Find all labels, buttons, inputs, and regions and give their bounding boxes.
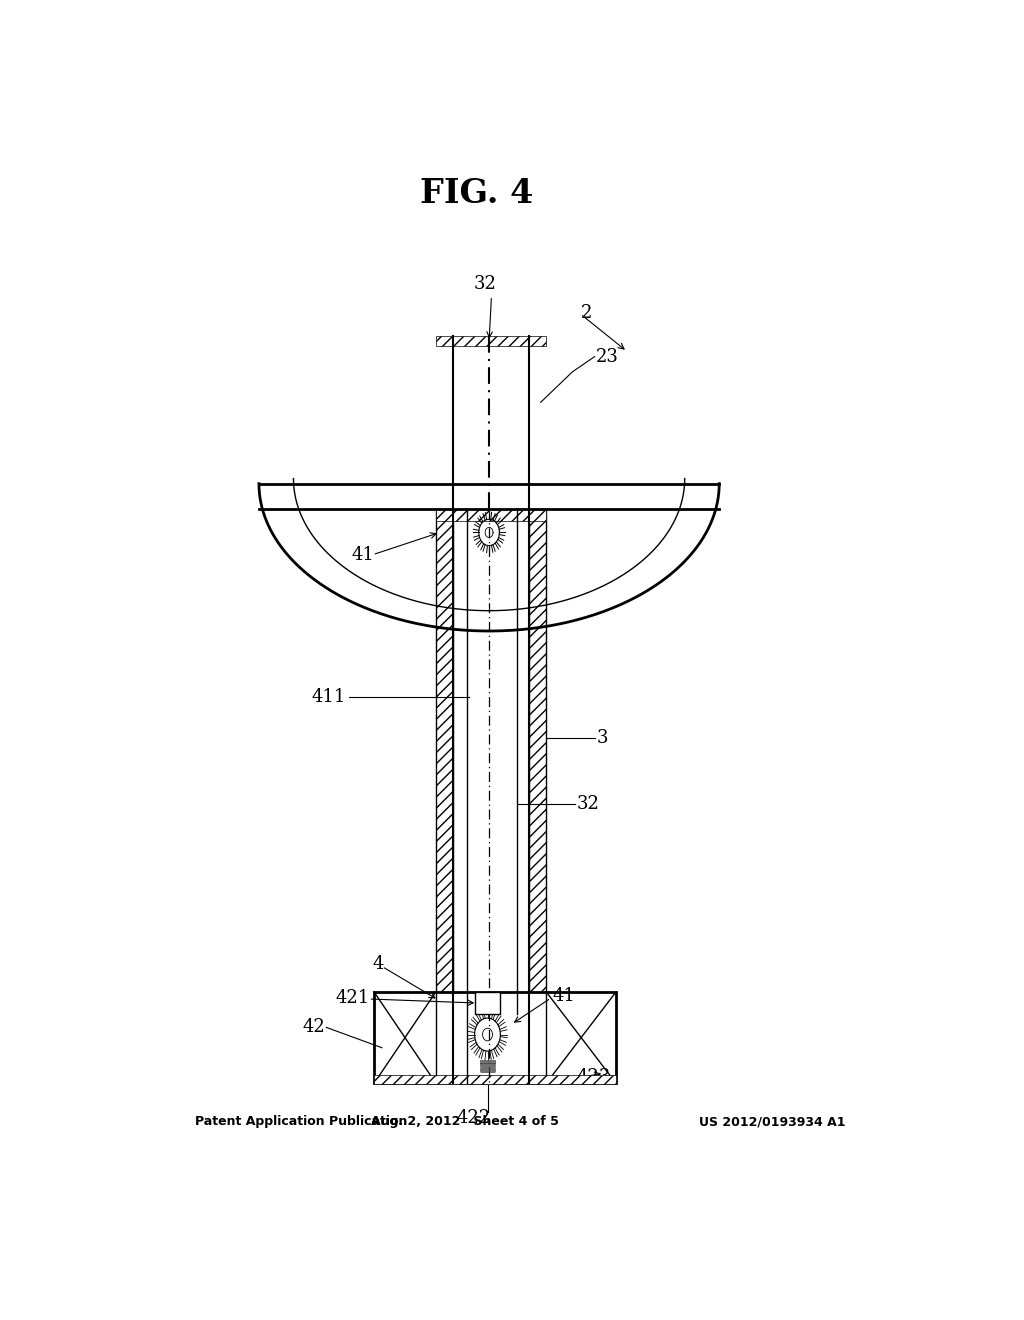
Text: 421: 421 <box>336 989 370 1007</box>
Text: 41: 41 <box>553 987 575 1005</box>
Text: 23: 23 <box>596 347 620 366</box>
Text: 42: 42 <box>302 1019 325 1036</box>
Text: 41: 41 <box>351 545 374 564</box>
Bar <box>475 991 500 1014</box>
Text: US 2012/0193934 A1: US 2012/0193934 A1 <box>699 1115 846 1129</box>
Text: Patent Application Publication: Patent Application Publication <box>196 1115 408 1129</box>
Bar <box>528 510 546 991</box>
Text: 2: 2 <box>581 304 592 322</box>
Bar <box>436 337 546 346</box>
Text: 32: 32 <box>577 795 599 813</box>
Text: 3: 3 <box>596 729 607 747</box>
Text: 423: 423 <box>577 1068 610 1086</box>
Text: 4: 4 <box>372 956 384 973</box>
Bar <box>374 1076 616 1084</box>
Text: 411: 411 <box>312 688 346 706</box>
Text: 422: 422 <box>456 1109 490 1127</box>
Bar <box>436 510 454 991</box>
Bar <box>374 991 616 1084</box>
Text: 32: 32 <box>474 275 497 293</box>
Bar <box>436 510 546 521</box>
Text: FIG. 4: FIG. 4 <box>421 177 534 210</box>
Text: Aug. 2, 2012   Sheet 4 of 5: Aug. 2, 2012 Sheet 4 of 5 <box>372 1115 559 1129</box>
